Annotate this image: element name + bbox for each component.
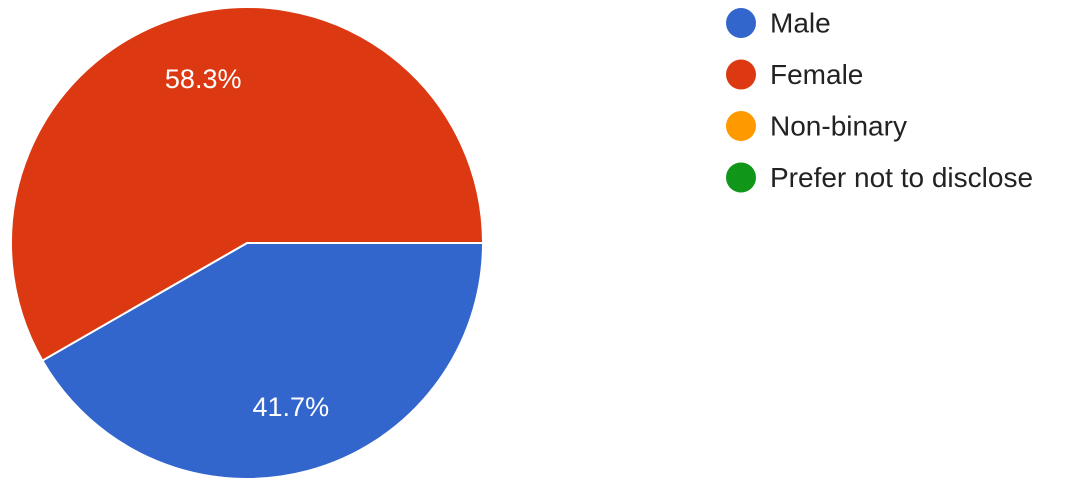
legend-item-prefer-not-to-disclose: Prefer not to disclose (726, 162, 1033, 193)
legend-label: Non-binary (770, 111, 907, 142)
legend-label: Female (770, 59, 863, 90)
legend-label: Male (770, 8, 831, 39)
legend-swatch (726, 162, 756, 193)
pie-slice-male (41, 242, 485, 480)
legend-swatch (726, 111, 756, 141)
legend-label: Prefer not to disclose (770, 162, 1033, 193)
legend-item-non-binary: Non-binary (726, 111, 907, 142)
pie-slices (10, 6, 485, 480)
slice-label-female: 58.3% (165, 64, 242, 94)
legend-swatch (726, 59, 756, 90)
pie-slice-female (10, 6, 485, 362)
legend-swatch (726, 8, 756, 38)
slice-label-male: 41.7% (253, 392, 330, 422)
legend-item-male: Male (726, 8, 831, 39)
pie-slice-labels: 41.7% 58.3% (165, 64, 329, 422)
legend: Male Female Non-binary Prefer not to disclo… (726, 8, 1033, 193)
legend-item-female: Female (726, 59, 863, 90)
